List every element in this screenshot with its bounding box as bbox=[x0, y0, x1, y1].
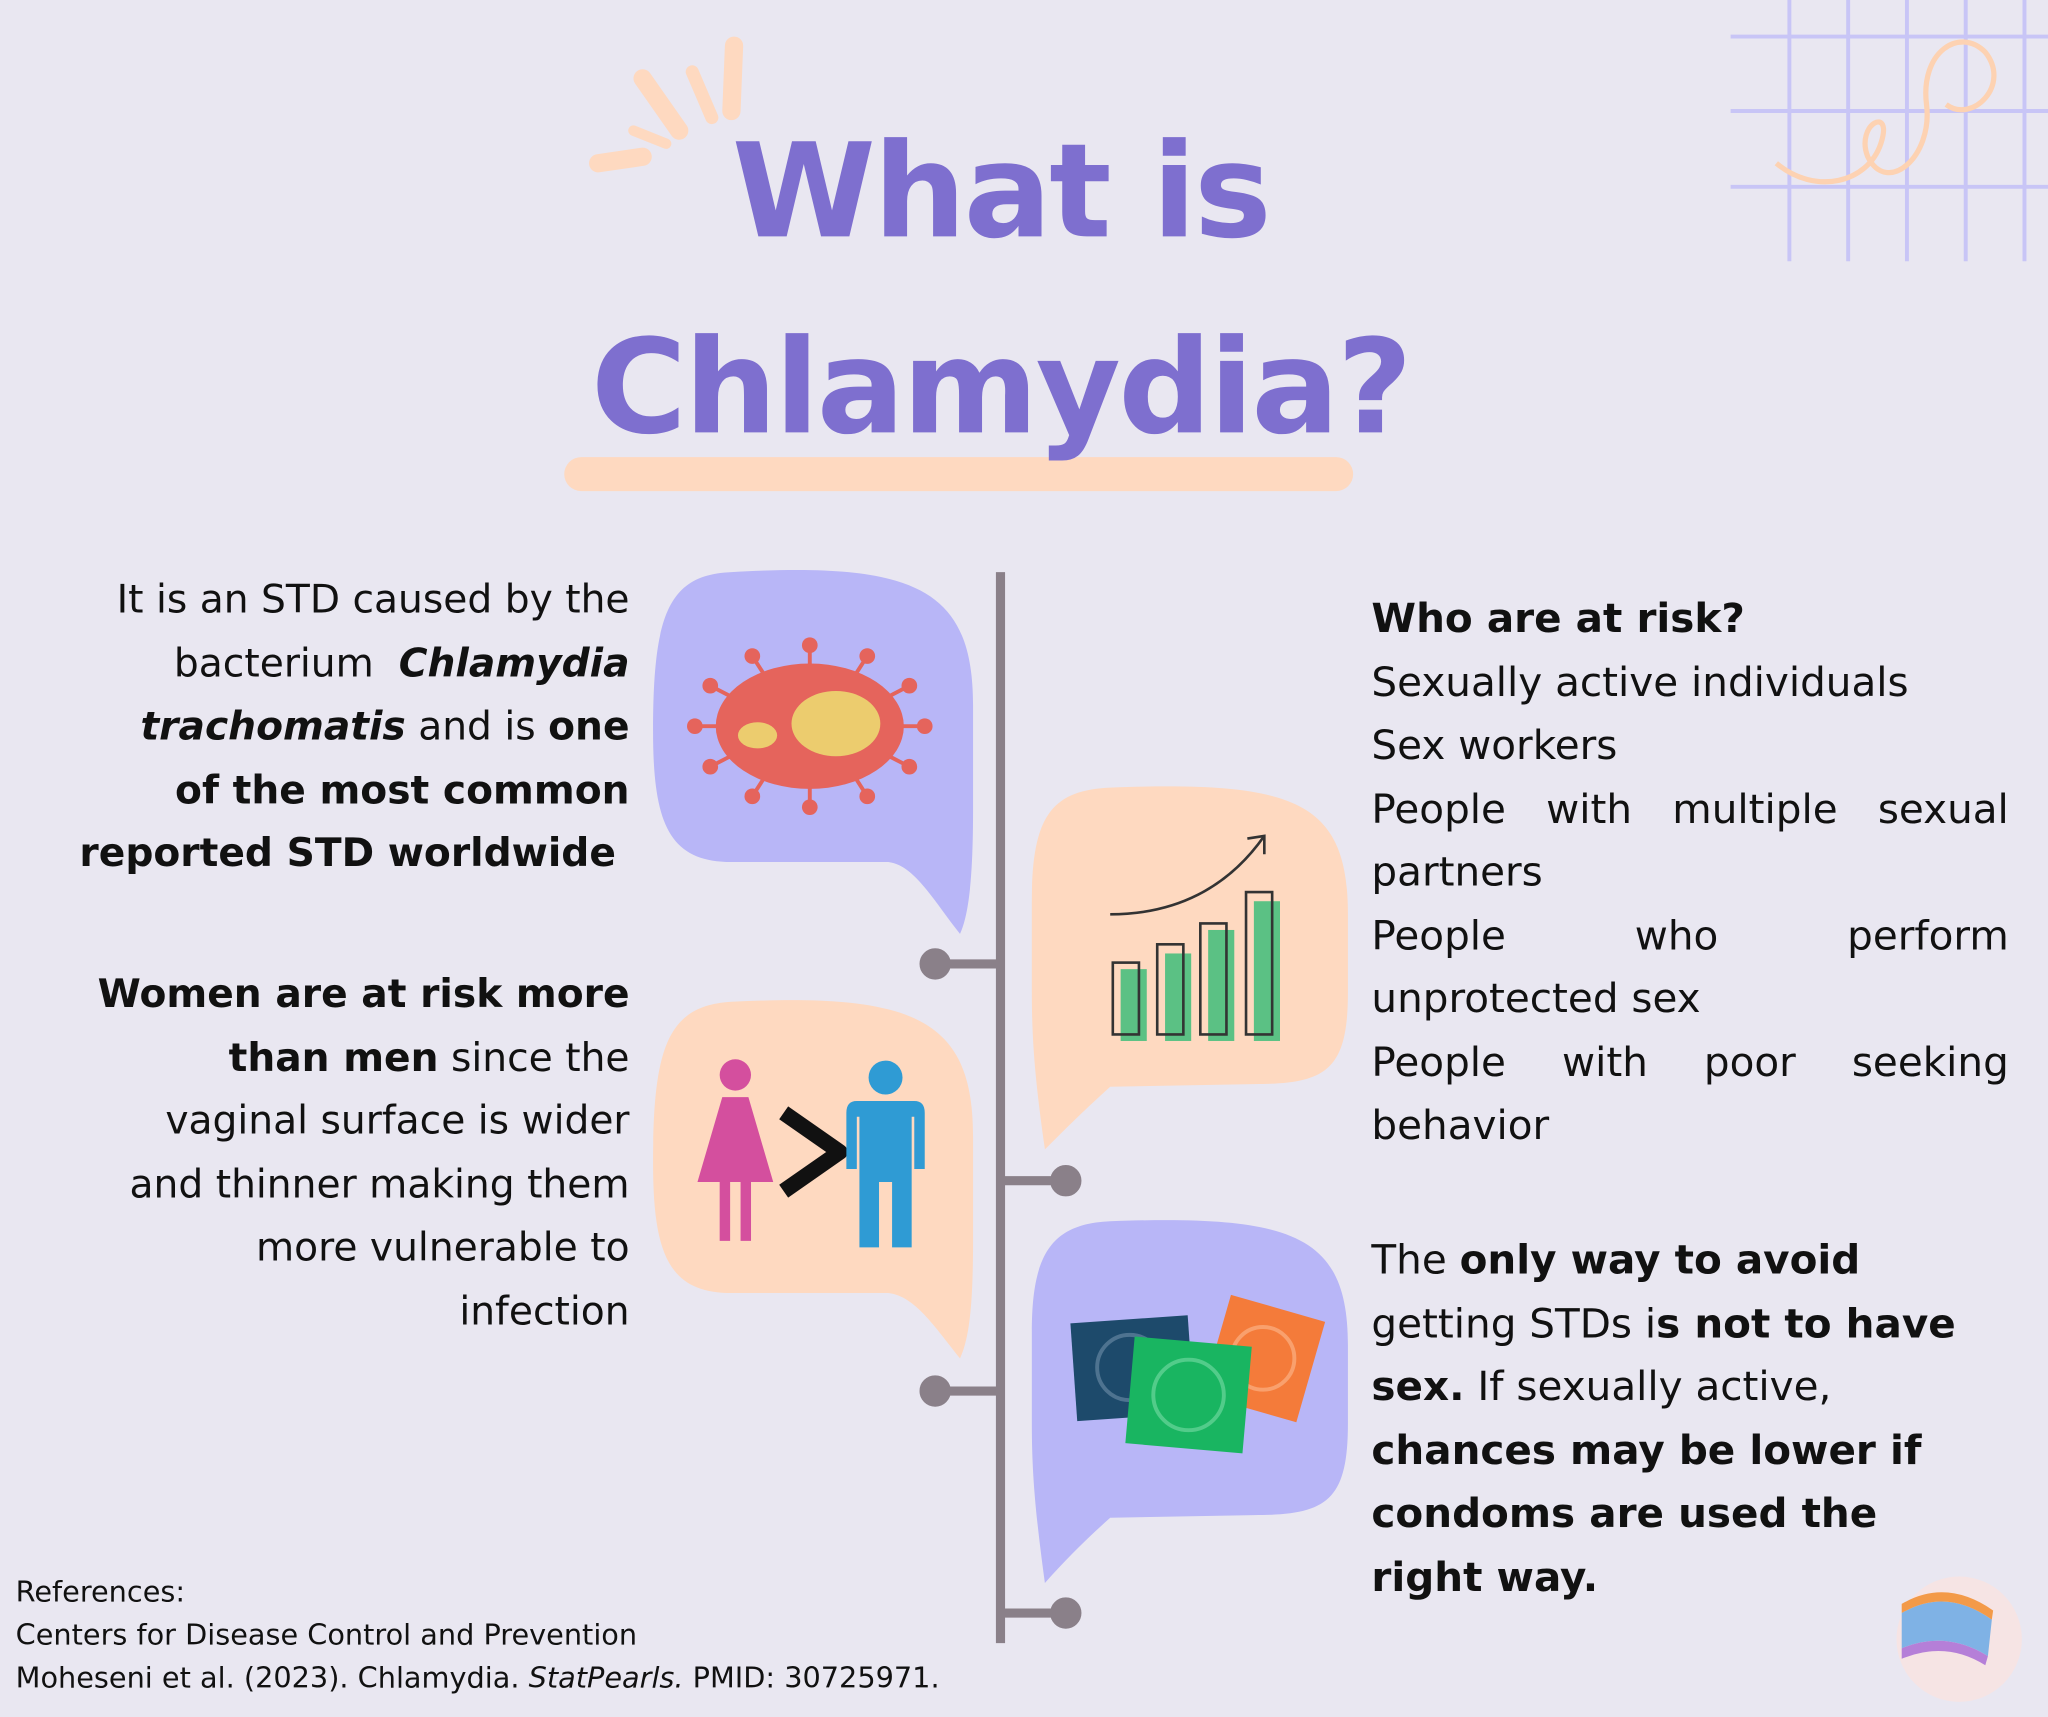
text-run: s not to have bbox=[1656, 1300, 1956, 1348]
text-line: vaginal surface is wider bbox=[98, 1091, 630, 1154]
text-run: of the most common bbox=[175, 767, 630, 814]
text-run: infection bbox=[459, 1288, 630, 1335]
spike-tip bbox=[901, 758, 918, 775]
risk-item-line: People with poor seeking bbox=[1371, 1039, 2009, 1087]
text-run: sex. bbox=[1371, 1363, 1465, 1411]
text-run: more vulnerable to bbox=[255, 1225, 630, 1271]
references-heading: References: bbox=[15, 1576, 186, 1610]
text-run: than men bbox=[228, 1035, 439, 1081]
risk-heading: Who are at risk? bbox=[1371, 595, 1745, 643]
risk-item-line: unprotected sex bbox=[1371, 975, 1701, 1023]
risk-item-line: Sexually active individuals bbox=[1371, 658, 1909, 706]
prevention-block: The only way to avoid getting STDs is not… bbox=[1371, 1229, 2008, 1609]
text-line: condoms are used the bbox=[1371, 1482, 2008, 1545]
grid-decoration bbox=[1730, 0, 2048, 262]
spike-tip bbox=[801, 799, 818, 816]
text-run: Chlamydia bbox=[398, 640, 630, 687]
text-line: It is an STD caused by the bbox=[79, 569, 630, 632]
title-line: What is bbox=[731, 114, 1272, 268]
text-line: The only way to avoid bbox=[1371, 1229, 2008, 1292]
text-line: chances may be lower if bbox=[1371, 1419, 2008, 1482]
risk-item-line: People with multiple sexual bbox=[1371, 785, 2009, 833]
risk-block: Who are at risk? Sexually active individu… bbox=[1371, 588, 2008, 1158]
text-line: infection bbox=[98, 1281, 630, 1344]
spike-tip bbox=[901, 677, 918, 694]
text-line: bacterium Chlamydia bbox=[79, 633, 630, 696]
spike-tip bbox=[744, 648, 761, 664]
text-line: than men since the bbox=[98, 1027, 630, 1090]
risk-item-line: People who perform bbox=[1371, 912, 2009, 960]
spike-tip bbox=[744, 788, 761, 805]
text-block: It is an STD caused by the bacterium Chla… bbox=[79, 569, 629, 886]
spike-tip bbox=[702, 758, 719, 775]
text-run: getting STDs i bbox=[1371, 1300, 1657, 1348]
spike-tip bbox=[702, 677, 719, 694]
text-line: Women are at risk more bbox=[98, 964, 630, 1027]
condoms-icon bbox=[1070, 1294, 1326, 1454]
logo bbox=[1896, 1576, 2022, 1702]
text-run: It is an STD caused by the bbox=[116, 577, 630, 624]
text-run: StatPearls. bbox=[528, 1662, 684, 1696]
text-line: reported STD worldwide bbox=[79, 823, 629, 886]
text-run: right way. bbox=[1371, 1553, 1599, 1601]
text-line: of the most common bbox=[79, 760, 630, 823]
title-line: Chlamydia? bbox=[590, 310, 1413, 464]
text-run: vaginal surface is wider bbox=[165, 1098, 630, 1145]
text-run: The bbox=[1371, 1236, 1460, 1284]
spike-tip bbox=[859, 788, 876, 805]
starburst bbox=[589, 36, 744, 173]
text-run: If sexually active, bbox=[1464, 1363, 1832, 1411]
timeline bbox=[919, 572, 1082, 1644]
text-run: reported STD worldwide bbox=[79, 830, 630, 877]
risk-item-line: partners bbox=[1371, 848, 1543, 896]
text-run: and is bbox=[405, 703, 549, 750]
text-run: and thinner making them bbox=[129, 1161, 630, 1208]
text-line: trachomatis and is one bbox=[79, 696, 629, 759]
bacterium-icon bbox=[687, 637, 933, 816]
text-run: only way to avoid bbox=[1459, 1236, 1861, 1284]
chart-icon bbox=[1110, 834, 1280, 1041]
risk-item-line: behavior bbox=[1371, 1102, 1550, 1150]
text-run: trachomatis bbox=[140, 703, 406, 750]
text-run: bacterium bbox=[173, 640, 399, 687]
title-underline bbox=[564, 457, 1354, 492]
text-line: right way. bbox=[1371, 1546, 2008, 1609]
spike-tip bbox=[801, 637, 818, 654]
text-block: Women are at risk more than men since the… bbox=[98, 964, 630, 1344]
text-run: Centers for Disease Control and Preventi… bbox=[15, 1619, 638, 1653]
references: References: Centers for Disease Control a… bbox=[16, 1571, 940, 1700]
text-line: Moheseni et al. (2023). Chlamydia. StatP… bbox=[16, 1657, 940, 1700]
risk-item-line: Sex workers bbox=[1371, 722, 1618, 770]
people-icon bbox=[697, 1059, 925, 1248]
spike-tip bbox=[916, 718, 933, 735]
text-run: PMID: 30725971. bbox=[683, 1662, 940, 1696]
text-run: since the bbox=[438, 1035, 630, 1081]
text-run: chances may be lower if bbox=[1371, 1426, 1922, 1474]
text-line: more vulnerable to bbox=[98, 1217, 630, 1280]
spike-tip bbox=[859, 648, 876, 664]
text-line: sex. If sexually active, bbox=[1371, 1356, 2008, 1419]
text-run: one bbox=[548, 703, 630, 750]
squiggle bbox=[1774, 39, 1997, 185]
text-run: condoms are used the bbox=[1371, 1490, 1878, 1538]
text-line: and thinner making them bbox=[98, 1154, 630, 1217]
spike-tip bbox=[687, 718, 703, 735]
text-run: Women are at risk more bbox=[97, 971, 630, 1018]
text-line: Centers for Disease Control and Preventi… bbox=[16, 1614, 940, 1657]
text-line: getting STDs is not to have bbox=[1371, 1292, 2008, 1355]
text-run: Moheseni et al. (2023). Chlamydia. bbox=[15, 1662, 529, 1696]
